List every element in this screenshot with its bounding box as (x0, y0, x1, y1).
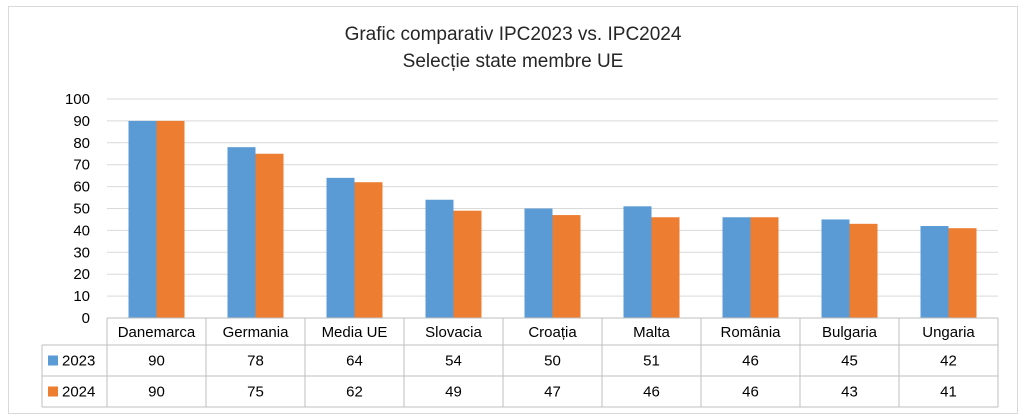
table-cell: 64 (346, 353, 363, 370)
table-cell: 46 (742, 384, 759, 401)
table-cell: 90 (148, 384, 165, 401)
bar-2024 (750, 217, 779, 318)
bar-2024 (651, 217, 680, 318)
table-cell: 54 (445, 353, 462, 370)
y-axis-ticks: 0 10 20 30 40 50 60 70 80 90 100 (65, 91, 90, 327)
bar-2023 (722, 217, 751, 318)
y-tick-label: 100 (65, 91, 90, 108)
bar-2024 (948, 228, 977, 318)
table-cell: 75 (247, 384, 264, 401)
bar-2023 (128, 120, 157, 319)
category-label: Ungaria (922, 324, 975, 341)
bar-2024 (255, 153, 284, 318)
bar-2024 (453, 210, 482, 318)
category-label: Danemarca (118, 324, 196, 341)
y-tick-label: 20 (73, 266, 90, 283)
data-table: Danemarca Germania Media UE Slovacia Croația… (41, 317, 999, 408)
table-cell: 78 (247, 353, 264, 370)
series-label: 2024 (62, 384, 95, 401)
table-cell: 51 (643, 353, 660, 370)
table-cell: 45 (841, 353, 858, 370)
category-label: Media UE (322, 324, 388, 341)
y-tick-label: 0 (82, 310, 90, 327)
bar-2023 (227, 147, 256, 318)
category-label: Malta (633, 324, 670, 341)
series-label: 2023 (62, 353, 95, 370)
y-tick-label: 60 (73, 179, 90, 196)
chart-title: Grafic comparativ IPC2023 vs. IPC2024 (345, 24, 682, 45)
y-tick-label: 90 (73, 113, 90, 130)
bars (128, 120, 977, 319)
table-cell: 47 (544, 384, 561, 401)
y-tick-label: 30 (73, 244, 90, 261)
y-tick-label: 10 (73, 288, 90, 305)
bar-2023 (524, 208, 553, 318)
table-cell: 50 (544, 353, 561, 370)
table-cell: 41 (940, 384, 957, 401)
legend-key-2023 (48, 355, 58, 366)
y-tick-label: 80 (73, 135, 90, 152)
bar-2024 (156, 120, 185, 319)
table-cell: 46 (742, 353, 759, 370)
table-cell: 49 (445, 384, 462, 401)
category-label: Bulgaria (822, 324, 878, 341)
bar-2023 (821, 219, 850, 318)
table-cell: 62 (346, 384, 363, 401)
y-tick-label: 50 (73, 201, 90, 218)
category-label: Slovacia (425, 324, 482, 341)
category-label: Germania (223, 324, 290, 341)
bar-2023 (425, 199, 454, 318)
bar-2024 (552, 215, 581, 318)
category-label: Croația (528, 324, 577, 341)
bar-2024 (849, 223, 878, 318)
bar-2023 (326, 177, 355, 318)
bar-2024 (354, 182, 383, 318)
bar-2023 (920, 226, 949, 318)
bar-2023 (623, 206, 652, 318)
table-cell: 42 (940, 353, 957, 370)
y-tick-label: 40 (73, 222, 90, 239)
chart-subtitle: Selecție state membre UE (403, 51, 624, 72)
legend-key-2024 (48, 386, 58, 397)
table-cell: 90 (148, 353, 165, 370)
table-cell: 43 (841, 384, 858, 401)
table-cell: 46 (643, 384, 660, 401)
y-tick-label: 70 (73, 157, 90, 174)
category-label: România (720, 324, 781, 341)
